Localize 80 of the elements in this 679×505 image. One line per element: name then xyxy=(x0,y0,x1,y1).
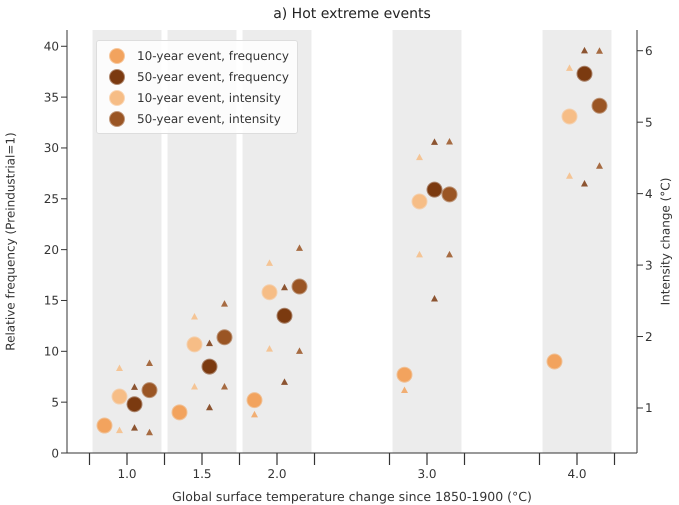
legend-label: 50-year event, intensity xyxy=(137,112,281,126)
point xyxy=(431,294,438,302)
y-tick-label: 30 xyxy=(44,141,59,156)
point xyxy=(146,359,153,366)
y-tick-label: 10 xyxy=(44,344,59,359)
x-tick-label: 1.5 xyxy=(192,467,212,481)
y2-tick-label: 5 xyxy=(645,115,653,130)
point xyxy=(581,46,588,54)
point xyxy=(446,250,453,258)
point xyxy=(281,378,288,385)
y2-axis-title: Intensity change (°C) xyxy=(658,178,672,306)
point xyxy=(566,172,573,179)
x-tick-label: 3.0 xyxy=(417,467,437,481)
point xyxy=(146,428,153,436)
point xyxy=(401,386,408,393)
point xyxy=(206,340,213,346)
point xyxy=(431,138,438,145)
point xyxy=(576,66,592,82)
y-tick-label: 20 xyxy=(44,242,59,257)
point xyxy=(546,353,562,370)
point xyxy=(142,382,158,398)
point xyxy=(266,345,273,352)
point xyxy=(131,383,138,390)
legend-label: 10-year event, intensity xyxy=(137,90,281,104)
point xyxy=(202,358,218,375)
x-axis-title: Global surface temperature change since 1850-1900 (°C) xyxy=(172,489,532,504)
point xyxy=(412,193,428,210)
y-tick-label: 35 xyxy=(44,90,59,104)
point xyxy=(116,364,123,371)
point xyxy=(296,244,303,251)
point xyxy=(292,278,308,295)
x-tick-label: 4.0 xyxy=(567,467,587,481)
y2-tick-label: 3 xyxy=(645,258,653,272)
y-tick-label: 15 xyxy=(44,294,59,308)
y-tick-label: 25 xyxy=(44,192,59,206)
y2-tick-label: 4 xyxy=(645,186,653,201)
point xyxy=(581,180,588,187)
x-tick-label: 1.0 xyxy=(117,467,137,481)
point xyxy=(251,410,258,418)
y2-tick-label: 1 xyxy=(645,401,653,416)
point xyxy=(296,347,303,354)
point xyxy=(266,259,273,266)
point xyxy=(116,426,123,434)
point xyxy=(126,396,142,412)
point xyxy=(191,383,198,390)
point xyxy=(426,182,442,198)
y-tick-label: 0 xyxy=(51,446,59,460)
point xyxy=(262,284,278,300)
point xyxy=(131,424,138,431)
point xyxy=(221,383,228,390)
point xyxy=(246,392,262,408)
y2-tick-label: 2 xyxy=(645,330,653,344)
legend-label: 10-year event, frequency xyxy=(137,48,289,62)
legend-label: 50-year event, frequency xyxy=(137,70,289,84)
y-tick-label: 40 xyxy=(44,40,59,54)
point xyxy=(416,154,423,160)
point xyxy=(416,250,423,258)
point xyxy=(112,388,128,405)
point xyxy=(276,308,292,324)
point xyxy=(206,404,213,410)
point xyxy=(596,47,603,54)
point xyxy=(442,186,458,202)
y2-tick-label: 6 xyxy=(645,44,653,58)
point xyxy=(221,300,228,307)
point xyxy=(186,336,202,352)
point xyxy=(446,138,453,144)
point xyxy=(281,284,288,290)
point xyxy=(396,366,412,383)
point xyxy=(172,404,188,420)
point xyxy=(96,418,112,434)
chart-title: a) Hot extreme events xyxy=(272,6,432,22)
point xyxy=(191,313,198,320)
x-tick-label: 2.0 xyxy=(267,467,287,481)
point xyxy=(592,98,608,114)
y-axis-title: Relative frequency (Preindustrial=1) xyxy=(3,132,18,351)
y-tick-label: 5 xyxy=(51,395,59,410)
point xyxy=(596,162,603,169)
point xyxy=(216,329,232,346)
point xyxy=(566,64,573,71)
point xyxy=(562,108,578,124)
